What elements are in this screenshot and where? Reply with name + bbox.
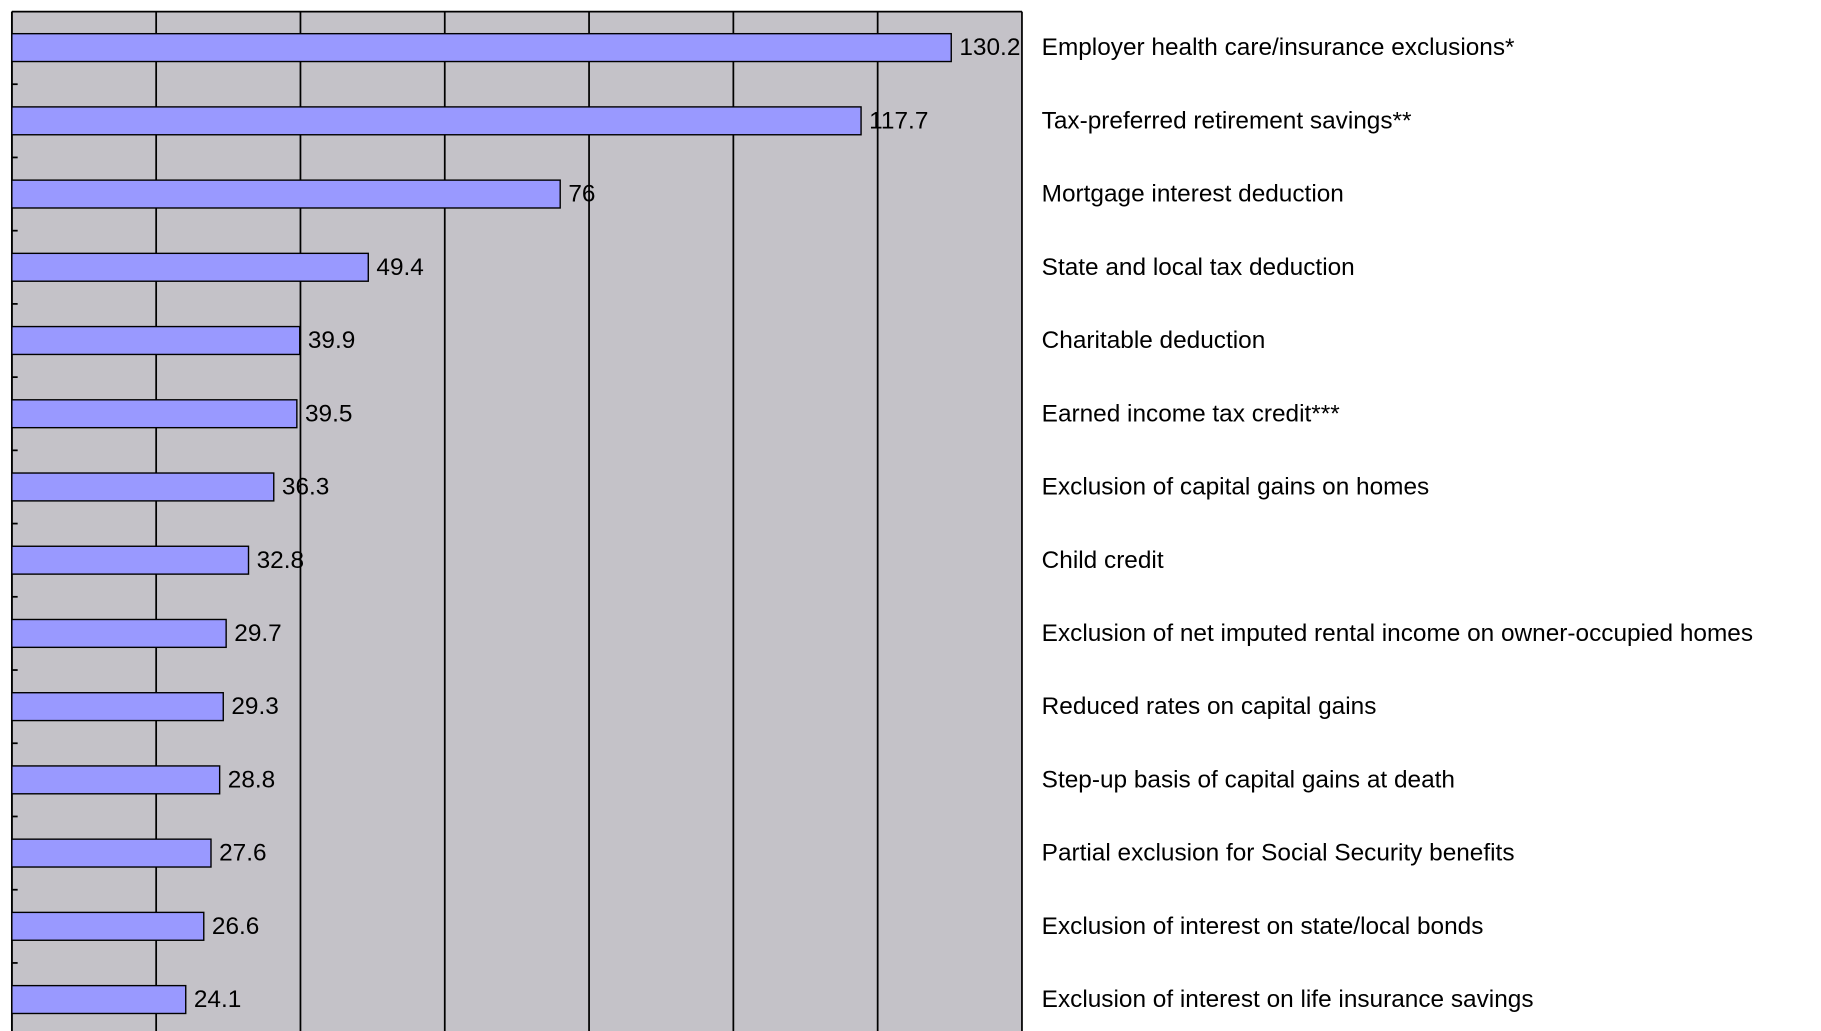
value-label: 27.6 <box>219 840 266 867</box>
bar <box>11 545 250 575</box>
value-label: 39.9 <box>308 327 355 354</box>
category-label: Partial exclusion for Social Security be… <box>1042 840 1515 867</box>
value-label: 29.3 <box>231 693 278 720</box>
category-label: Exclusion of capital gains on homes <box>1042 474 1430 501</box>
category-label: Exclusion of interest on state/local bon… <box>1042 913 1484 940</box>
value-label: 24.1 <box>194 986 241 1013</box>
plot-area <box>11 11 1022 1031</box>
value-label: 130.2 <box>959 34 1020 61</box>
bar <box>11 106 862 136</box>
value-label: 49.4 <box>376 254 423 281</box>
category-label: Exclusion of interest on life insurance … <box>1042 986 1534 1013</box>
bar <box>11 911 205 941</box>
category-label: Earned income tax credit*** <box>1042 400 1341 427</box>
value-label: 36.3 <box>282 474 329 501</box>
value-label: 29.7 <box>234 620 281 647</box>
category-label: Child credit <box>1042 547 1164 574</box>
value-label: 117.7 <box>869 107 928 134</box>
bar <box>11 765 221 795</box>
bar <box>11 252 369 282</box>
bar <box>11 692 224 722</box>
bar <box>11 618 227 649</box>
bar <box>11 399 298 429</box>
category-label: State and local tax deduction <box>1042 254 1355 281</box>
bar <box>11 179 561 209</box>
category-label: Mortgage interest deduction <box>1042 181 1344 208</box>
category-label: Charitable deduction <box>1042 327 1266 354</box>
bar <box>11 32 952 63</box>
bar <box>11 472 275 502</box>
value-label: 28.8 <box>228 766 275 793</box>
value-label: 76 <box>568 181 595 208</box>
value-label: 39.5 <box>305 400 352 427</box>
bar <box>11 325 301 356</box>
bar <box>11 838 212 868</box>
value-label: 26.6 <box>212 913 259 940</box>
category-label: Tax-preferred retirement savings** <box>1042 107 1412 134</box>
category-label: Step-up basis of capital gains at death <box>1042 766 1455 793</box>
category-label: Employer health care/insurance exclusion… <box>1042 34 1515 61</box>
bar <box>11 984 187 1015</box>
value-label: 32.8 <box>257 547 304 574</box>
category-label: Reduced rates on capital gains <box>1042 693 1377 720</box>
category-label: Exclusion of net imputed rental income o… <box>1042 620 1753 647</box>
